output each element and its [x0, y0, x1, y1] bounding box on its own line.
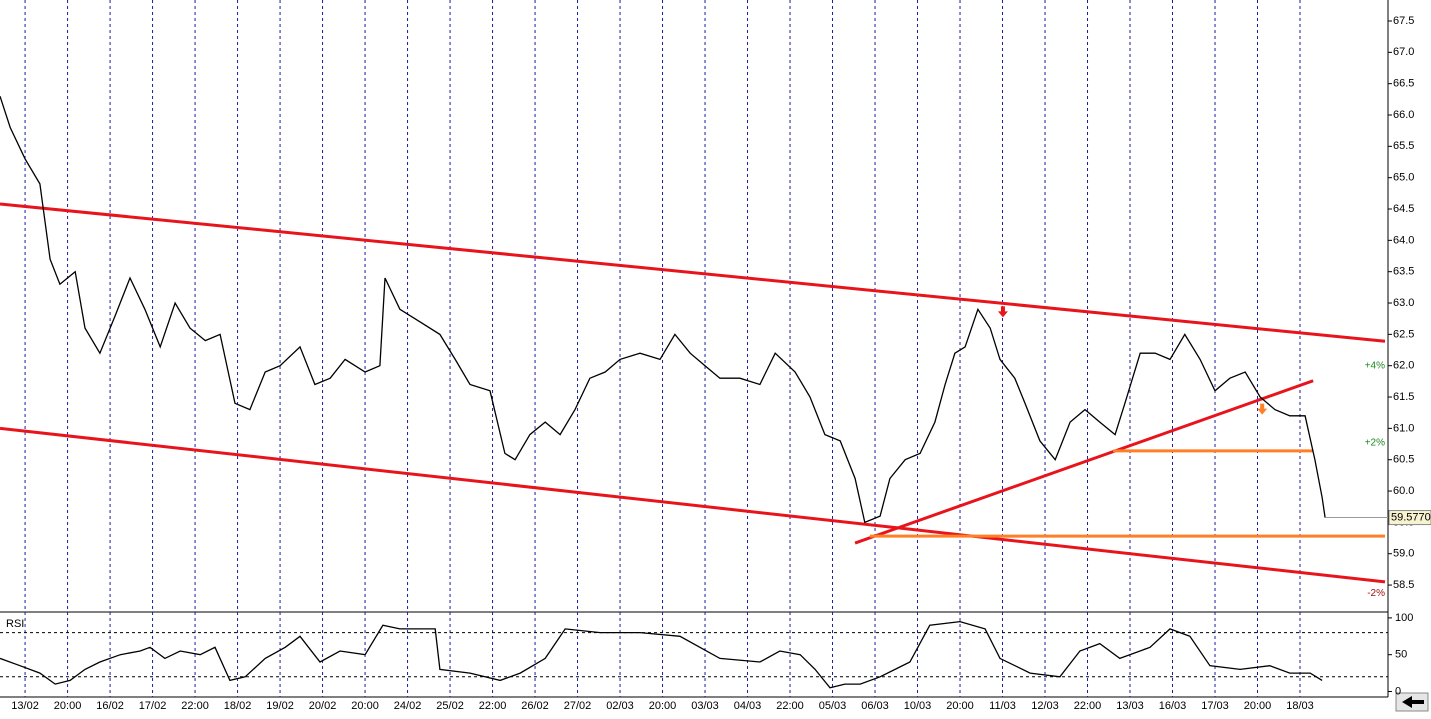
x-tick-label: 20:00 [1244, 700, 1272, 712]
y-tick-label: 61.5 [1393, 391, 1414, 403]
y-tick-label: 67.5 [1393, 15, 1414, 27]
x-tick-label: 22:00 [181, 700, 209, 712]
y-tick-label: 64.5 [1393, 203, 1414, 215]
percent-label: +4% [1365, 360, 1385, 371]
x-tick-label: 05/03 [819, 700, 847, 712]
price-line [0, 95, 1326, 524]
x-tick-label: 06/03 [861, 700, 889, 712]
y-tick-label: 60.0 [1393, 485, 1414, 497]
x-tick-label: 19/02 [266, 700, 294, 712]
x-tick-label: 18/03 [1286, 700, 1314, 712]
x-tick-label: 26/02 [521, 700, 549, 712]
x-tick-label: 04/03 [734, 700, 762, 712]
last-value-label: 59.5770 [1391, 511, 1431, 523]
x-tick-label: 20:00 [351, 700, 379, 712]
y-tick-label: 59.0 [1393, 548, 1414, 560]
percent-label: -2% [1367, 588, 1385, 599]
x-tick-label: 02/03 [606, 700, 634, 712]
y-tick-label: 66.5 [1393, 78, 1414, 90]
trend-line [0, 426, 1386, 584]
x-tick-label: 17/03 [1201, 700, 1229, 712]
y-tick-label: 63.5 [1393, 266, 1414, 278]
signal-arrow [997, 306, 1008, 318]
x-tick-label: 24/02 [394, 700, 422, 712]
percent-label: +2% [1365, 437, 1385, 448]
x-tick-label: 20/02 [309, 700, 337, 712]
x-tick-label: 13/02 [11, 700, 39, 712]
y-tick-label: 66.0 [1393, 109, 1414, 121]
y-tick-label: 64.0 [1393, 234, 1414, 246]
y-tick-label: 62.0 [1393, 360, 1414, 372]
trend-line [854, 379, 1314, 545]
x-tick-label: 12/03 [1031, 700, 1059, 712]
y-tick-label: 61.0 [1393, 422, 1414, 434]
x-tick-label: 20:00 [946, 700, 974, 712]
scroll-arrow[interactable] [1402, 696, 1424, 708]
rsi-title: RSI [6, 618, 24, 630]
y-tick-label: 60.5 [1393, 454, 1414, 466]
x-tick-label: 03/03 [691, 700, 719, 712]
y-tick-label: 62.5 [1393, 328, 1414, 340]
last-value-box [1388, 510, 1431, 526]
x-tick-label: 17/02 [139, 700, 167, 712]
rsi-tick-label: 0 [1395, 685, 1401, 697]
x-tick-label: 22:00 [776, 700, 804, 712]
y-tick-label: 63.0 [1393, 297, 1414, 309]
x-tick-label: 16/02 [96, 700, 124, 712]
y-tick-label: 58.5 [1393, 579, 1414, 591]
y-tick-label: 67.0 [1393, 46, 1414, 58]
x-tick-label: 18/02 [224, 700, 252, 712]
x-tick-label: 20:00 [54, 700, 82, 712]
y-tick-label: 65.0 [1393, 172, 1414, 184]
x-tick-label: 11/03 [989, 700, 1016, 712]
rsi-tick-label: 100 [1395, 612, 1413, 624]
y-tick-label: 65.5 [1393, 140, 1414, 152]
x-tick-label: 16/03 [1159, 700, 1187, 712]
rsi-tick-label: 50 [1395, 649, 1407, 661]
price-line [0, 620, 1323, 689]
trend-line [0, 202, 1386, 343]
x-tick-label: 22:00 [1074, 700, 1102, 712]
x-tick-label: 20:00 [649, 700, 677, 712]
x-tick-label: 22:00 [479, 700, 507, 712]
x-tick-label: 25/02 [436, 700, 464, 712]
x-tick-label: 27/02 [564, 700, 592, 712]
scroll-button[interactable] [1395, 692, 1429, 712]
x-tick-label: 10/03 [904, 700, 932, 712]
signal-arrow [1257, 403, 1268, 415]
x-tick-label: 13/03 [1116, 700, 1144, 712]
